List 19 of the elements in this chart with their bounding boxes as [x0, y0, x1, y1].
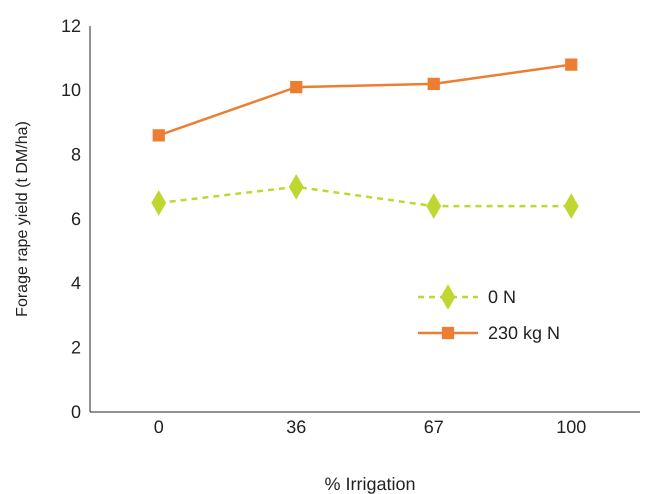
y-tick-label: 6 — [70, 208, 81, 229]
legend-label: 0 N — [488, 287, 516, 307]
point — [152, 129, 165, 142]
x-axis-title: % Irrigation — [324, 474, 416, 494]
point — [565, 58, 578, 71]
x-tick-label: 100 — [556, 417, 586, 437]
x-tick-label: 0 — [154, 417, 164, 437]
y-tick-label: 10 — [60, 80, 81, 100]
y-tick-label: 12 — [60, 16, 81, 36]
legend-label: 230 kg N — [488, 323, 560, 343]
point — [428, 78, 440, 90]
y-tick-label: 0 — [70, 402, 81, 422]
y-tick-label: 4 — [70, 273, 81, 294]
y-axis-title: Forage rape yield (t DM/ha) — [14, 121, 31, 317]
point — [290, 80, 302, 94]
x-tick-label: 36 — [286, 417, 306, 437]
x-tick-label: 67 — [424, 417, 444, 437]
y-tick-label: 8 — [70, 144, 81, 164]
y-tick-label: 2 — [70, 337, 81, 358]
